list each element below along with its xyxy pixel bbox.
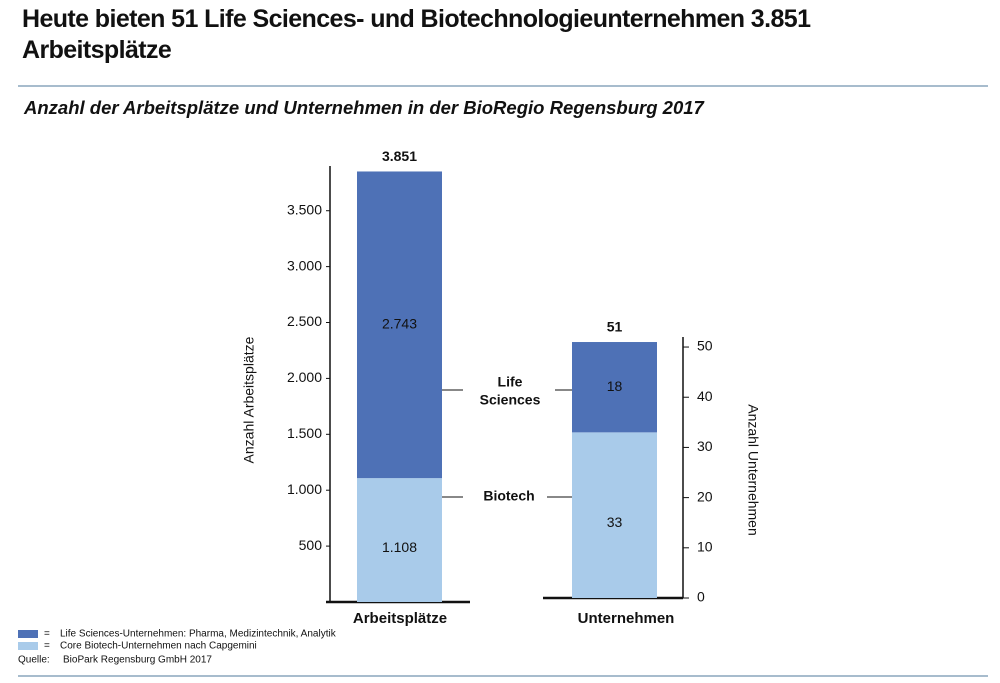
annotation: Sciences [480,392,541,408]
legend-label: Life Sciences-Unternehmen: Pharma, Mediz… [60,629,337,640]
x-tick-label: Arbeitsplätze [353,610,447,627]
bar-segment [572,432,657,598]
y-axis-label: Anzahl Arbeitsplätze [241,336,257,463]
value-label: 33 [607,514,623,530]
legend-separator: = [44,641,50,652]
value-label: 1.108 [382,539,417,555]
bar-segment [357,478,442,602]
y-tick-label: 3.500 [287,201,322,217]
y-tick-label: 1.000 [287,481,322,497]
y-tick-label: 3.000 [287,257,322,273]
y-tick-label: 30 [697,438,713,454]
source-label: Quelle: [18,655,50,666]
value-label: 2.743 [382,316,417,332]
source-text: BioPark Regensburg GmbH 2017 [63,655,212,666]
y-tick-label: 50 [697,338,713,354]
annotation: Biotech [483,488,534,504]
total-label: 3.851 [382,148,417,164]
y-tick-label: 40 [697,388,713,404]
legend-separator: = [44,629,50,640]
bar-segment [572,342,657,433]
y-tick-label: 2.500 [287,313,322,329]
y-tick-label: 500 [299,537,323,553]
y-tick-label: 0 [697,589,705,605]
legend-swatch [18,642,38,650]
y-tick-label: 1.500 [287,425,322,441]
y-axis-label: Anzahl Unternehmen [745,404,761,536]
value-label: 18 [607,378,623,394]
legend-swatch [18,630,38,638]
y-tick-label: 10 [697,539,713,555]
legend-label: Core Biotech-Unternehmen nach Capgemini [60,641,257,652]
bar-segment [357,171,442,479]
total-label: 51 [607,319,623,335]
page-title: Heute bieten 51 Life Sciences- und Biote… [22,5,811,64]
y-tick-label: 2.000 [287,369,322,385]
annotation: Life [498,374,523,390]
subtitle: Anzahl der Arbeitsplätze und Unternehmen… [24,97,704,118]
x-tick-label: Unternehmen [578,610,675,627]
y-tick-label: 20 [697,488,713,504]
